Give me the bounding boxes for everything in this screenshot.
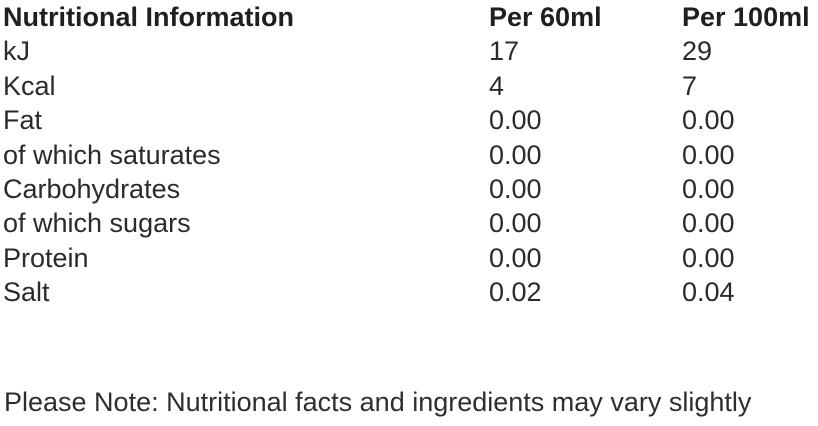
table-row-protein: Protein 0.00 0.00 [3,241,815,275]
row-value-per100: 0.00 [682,242,735,273]
row-value-per60: 0.00 [489,173,542,204]
row-value-per60: 0.00 [489,139,542,170]
table-row-fat: Fat 0.00 0.00 [3,103,815,137]
nutrition-table: Nutritional Information Per 60ml Per 100… [3,0,815,310]
row-value-per100: 0.00 [682,208,735,239]
row-value-per60: 17 [489,36,520,67]
table-row-kcal: Kcal 4 7 [3,69,815,103]
table-row-salt: Salt 0.02 0.04 [3,275,815,309]
row-value-per100: 0.00 [682,173,735,204]
row-label: Salt [3,277,50,308]
table-row-sugars: of which sugars 0.00 0.00 [3,206,815,240]
col-header-per-60ml: Per 60ml [489,2,602,32]
row-label: Carbohydrates [3,173,181,204]
row-label: of which sugars [3,208,191,239]
table-row-saturates: of which saturates 0.00 0.00 [3,138,815,172]
col-header-per-100ml: Per 100ml [682,2,810,32]
row-label: Fat [3,105,43,136]
note-text: Please Note: Nutritional facts and ingre… [4,387,752,426]
row-value-per100: 7 [682,70,698,101]
table-row-kj: kJ 17 29 [3,34,815,68]
row-label: Protein [3,242,89,273]
row-label: of which saturates [3,139,221,170]
row-value-per100: 0.04 [682,277,735,308]
row-value-per60: 0.00 [489,208,542,239]
col-header-nutrient: Nutritional Information [3,2,294,32]
row-value-per60: 0.00 [489,242,542,273]
row-value-per60: 0.02 [489,277,542,308]
row-label: Kcal [3,70,56,101]
row-value-per60: 0.00 [489,105,542,136]
row-value-per100: 29 [682,36,713,67]
table-row-carbohydrates: Carbohydrates 0.00 0.00 [3,172,815,206]
row-value-per60: 4 [489,70,505,101]
row-value-per100: 0.00 [682,139,735,170]
row-value-per100: 0.00 [682,105,735,136]
row-label: kJ [3,36,30,67]
table-header-row: Nutritional Information Per 60ml Per 100… [3,0,815,34]
